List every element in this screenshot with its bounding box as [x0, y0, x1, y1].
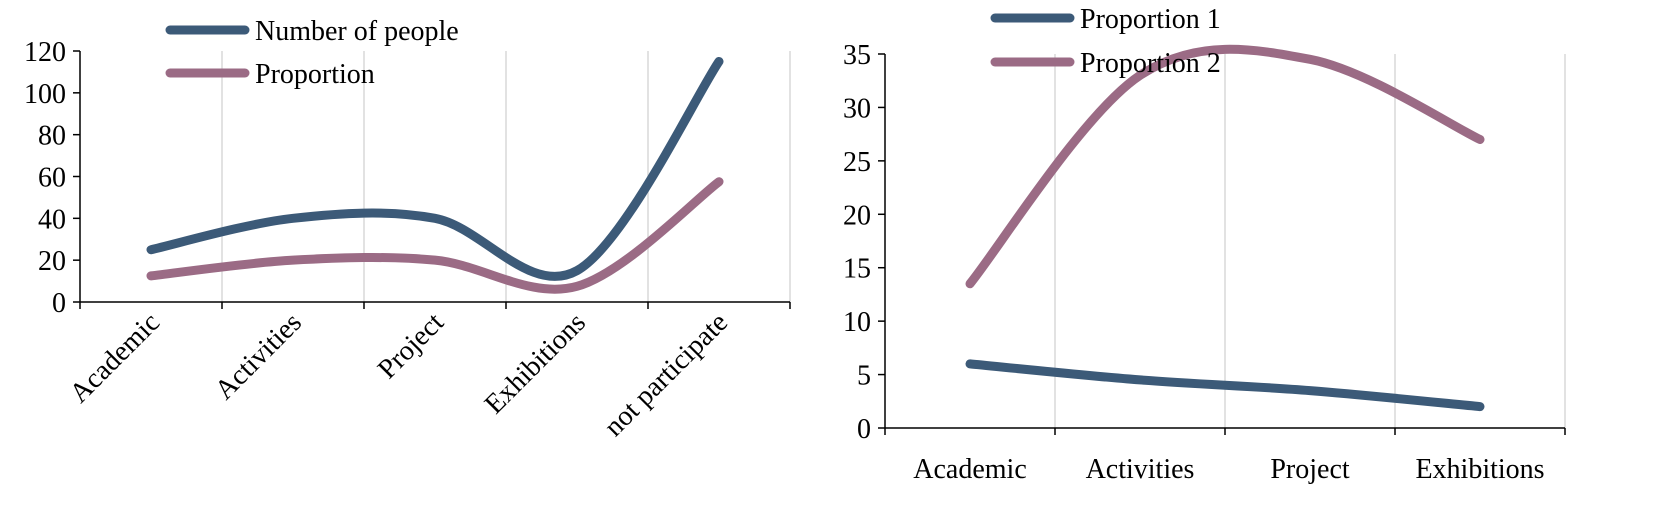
legend-label: Proportion 2	[1080, 48, 1221, 79]
data-point	[1139, 379, 1141, 381]
legend-label: Number of people	[255, 16, 459, 47]
y-tick-label: 0	[52, 288, 66, 319]
y-tick-label: 20	[843, 200, 871, 231]
data-point	[969, 363, 971, 365]
data-point	[576, 270, 578, 272]
series-line	[965, 359, 1485, 412]
y-tick-label: 40	[38, 204, 66, 235]
data-point	[1309, 58, 1311, 60]
y-tick-label: 15	[843, 254, 871, 285]
y-tick-label: 5	[857, 361, 871, 392]
y-tick-label: 30	[843, 93, 871, 124]
x-tick-label: Academic	[913, 454, 1027, 485]
data-point	[434, 259, 436, 261]
y-tick-label: 35	[843, 40, 871, 71]
y-tick-label: 20	[38, 246, 66, 277]
data-point	[292, 217, 294, 219]
data-point	[718, 60, 720, 62]
data-point	[1479, 406, 1481, 408]
legend-label: Proportion	[255, 59, 375, 90]
data-point	[1479, 138, 1481, 140]
data-point	[718, 181, 720, 183]
x-tick-label: not participate	[598, 307, 734, 443]
y-tick-label: 0	[857, 414, 871, 445]
y-tick-label: 10	[843, 307, 871, 338]
y-tick-label: 100	[24, 79, 66, 110]
y-tick-label: 120	[24, 37, 66, 68]
data-point	[576, 285, 578, 287]
data-point	[150, 249, 152, 251]
chart-1: 0 20 40 60 80 100 120 Academic Activities Project…	[24, 16, 791, 443]
x-tick-label: Project	[1270, 454, 1350, 485]
y-tick-label: 25	[843, 147, 871, 178]
data-point	[434, 217, 436, 219]
x-tick-label: Exhibitions	[479, 307, 592, 420]
data-point	[1309, 390, 1311, 392]
y-tick-label: 60	[38, 163, 66, 194]
x-tick-label: Exhibitions	[1415, 454, 1544, 485]
x-tick-label: Project	[372, 307, 450, 385]
x-tick-label: Activities	[209, 307, 308, 406]
y-tick-label: 80	[38, 121, 66, 152]
series-line	[965, 44, 1485, 289]
x-tick-label: Academic	[64, 307, 166, 409]
series-line	[146, 177, 724, 294]
legend-label: Proportion 1	[1080, 4, 1221, 35]
data-point	[969, 283, 971, 285]
data-point	[292, 259, 294, 261]
series-line	[146, 56, 724, 281]
x-tick-label: Activities	[1086, 454, 1195, 485]
chart-2: 0 5 10 15 20 25 30 35 Academic Activities Project E…	[843, 4, 1566, 485]
data-point	[150, 275, 152, 277]
